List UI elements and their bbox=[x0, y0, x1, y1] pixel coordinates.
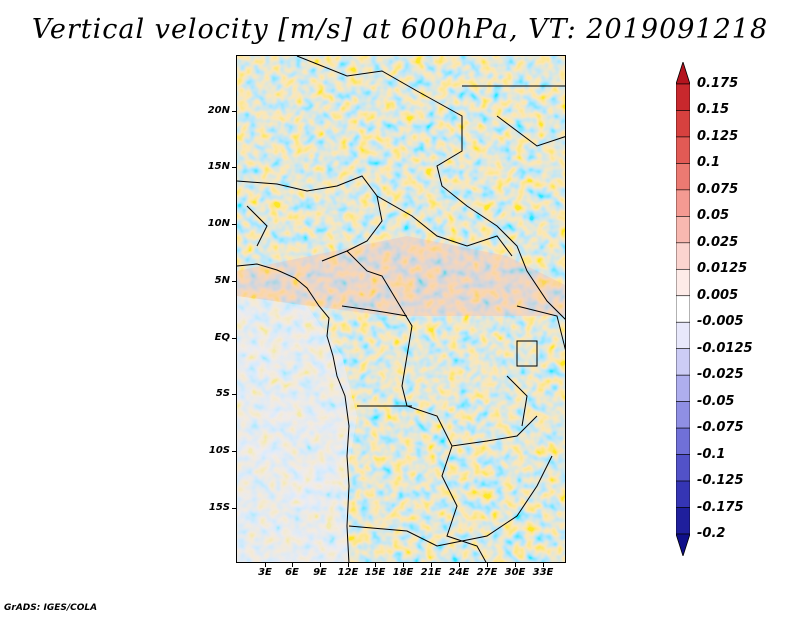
lat-tick bbox=[232, 394, 236, 395]
lon-label-21e: 21E bbox=[420, 567, 442, 578]
lon-tick bbox=[543, 563, 544, 567]
colorbar-segment bbox=[676, 83, 690, 111]
lat-tick bbox=[232, 508, 236, 509]
colorbar-label: -0.05 bbox=[697, 393, 735, 409]
vertical-velocity-field bbox=[237, 56, 565, 562]
colorbar-segment bbox=[676, 189, 690, 217]
lat-label-15s: 15S bbox=[208, 502, 230, 513]
colorbar-segment bbox=[676, 163, 690, 191]
grads-credit: GrADS: IGES/COLA bbox=[4, 603, 98, 613]
lon-label-18e: 18E bbox=[392, 567, 414, 578]
colorbar-label: -0.1 bbox=[697, 446, 726, 462]
colorbar bbox=[676, 62, 690, 556]
colorbar-label: -0.125 bbox=[697, 473, 744, 489]
lon-tick bbox=[515, 563, 516, 567]
lon-tick bbox=[403, 563, 404, 567]
colorbar-segment bbox=[676, 295, 690, 323]
plot-title: Vertical velocity [m/s] at 600hPa, VT: 2… bbox=[31, 14, 769, 45]
colorbar-max-triangle bbox=[676, 62, 690, 85]
lon-label-30e: 30E bbox=[504, 567, 526, 578]
lat-tick bbox=[232, 167, 236, 168]
lat-label-5s: 5S bbox=[215, 388, 230, 399]
colorbar-label: 0.005 bbox=[697, 287, 739, 303]
colorbar-segment bbox=[676, 242, 690, 270]
colorbar-segment bbox=[676, 480, 690, 508]
colorbar-segment bbox=[676, 427, 690, 455]
lat-tick bbox=[232, 281, 236, 282]
lon-label-6e: 6E bbox=[285, 567, 299, 578]
lon-tick bbox=[459, 563, 460, 567]
lon-tick bbox=[375, 563, 376, 567]
colorbar-segment bbox=[676, 507, 690, 535]
colorbar-segment bbox=[676, 348, 690, 376]
lat-label-15n: 15N bbox=[207, 161, 230, 172]
lon-tick bbox=[292, 563, 293, 567]
lon-tick bbox=[431, 563, 432, 567]
colorbar-segment bbox=[676, 110, 690, 138]
colorbar-label: -0.0125 bbox=[697, 340, 753, 356]
colorbar-label: -0.025 bbox=[697, 367, 744, 383]
colorbar-segment bbox=[676, 321, 690, 350]
colorbar-label: -0.075 bbox=[697, 420, 744, 436]
colorbar-label: 0.025 bbox=[697, 234, 739, 250]
colorbar-segment bbox=[676, 374, 690, 402]
lon-label-27e: 27E bbox=[476, 567, 498, 578]
colorbar-label: 0.175 bbox=[697, 76, 739, 91]
map-panel bbox=[236, 55, 566, 563]
lat-tick bbox=[232, 111, 236, 112]
lon-tick bbox=[348, 563, 349, 567]
lat-label-20n: 20N bbox=[207, 105, 230, 116]
colorbar-segment bbox=[676, 454, 690, 482]
lon-tick bbox=[487, 563, 488, 567]
colorbar-segment bbox=[676, 216, 690, 244]
colorbar-label: 0.0125 bbox=[697, 261, 748, 277]
colorbar-label: -0.175 bbox=[697, 499, 744, 515]
colorbar-label: 0.05 bbox=[697, 208, 730, 224]
colorbar-segment bbox=[676, 136, 690, 164]
colorbar-segment bbox=[676, 268, 690, 297]
lat-label-10n: 10N bbox=[207, 218, 230, 229]
lon-label-15e: 15E bbox=[364, 567, 386, 578]
colorbar-segment bbox=[676, 401, 690, 429]
lon-label-12e: 12E bbox=[337, 567, 359, 578]
lon-label-33e: 33E bbox=[532, 567, 554, 578]
lon-label-3e: 3E bbox=[258, 567, 272, 578]
lon-label-9e: 9E bbox=[313, 567, 327, 578]
lon-label-24e: 24E bbox=[448, 567, 470, 578]
colorbar-min-triangle bbox=[676, 533, 690, 556]
colorbar-label: -0.2 bbox=[697, 526, 726, 541]
colorbar-label: 0.125 bbox=[697, 128, 739, 144]
lat-tick bbox=[232, 451, 236, 452]
lat-tick bbox=[232, 224, 236, 225]
colorbar-label: 0.15 bbox=[697, 102, 730, 118]
lat-label-5n: 5N bbox=[214, 275, 230, 286]
colorbar-label: -0.005 bbox=[697, 314, 744, 330]
colorbar-label: 0.1 bbox=[697, 155, 721, 171]
lon-tick bbox=[265, 563, 266, 567]
lat-label-10s: 10S bbox=[208, 445, 230, 456]
lon-tick bbox=[320, 563, 321, 567]
lat-label-eq: EQ bbox=[214, 332, 230, 343]
colorbar-label: 0.075 bbox=[697, 181, 739, 197]
lat-tick bbox=[232, 338, 236, 339]
